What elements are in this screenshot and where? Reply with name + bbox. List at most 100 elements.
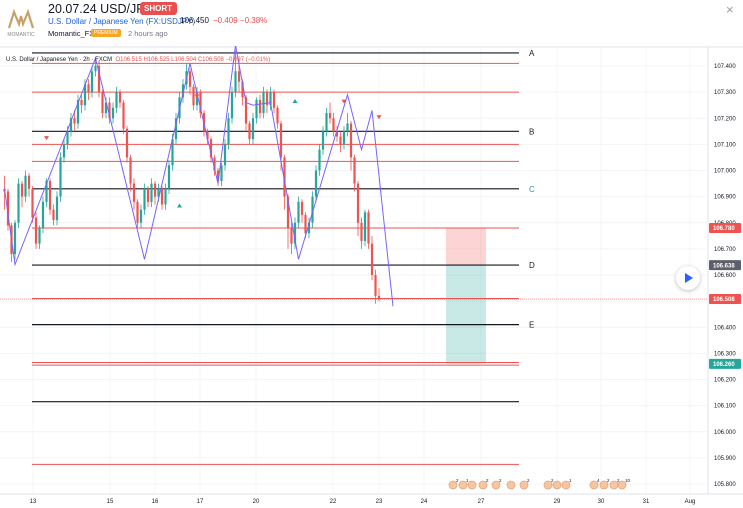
candle-body bbox=[311, 196, 314, 223]
time-tick-label: 23 bbox=[376, 499, 383, 505]
candle-body bbox=[283, 157, 286, 197]
level-label-e: E bbox=[529, 321, 534, 330]
price-tick-label: 107.300 bbox=[714, 90, 736, 96]
economic-event-icon[interactable] bbox=[543, 480, 553, 490]
close-icon[interactable]: × bbox=[726, 2, 734, 17]
candle-body bbox=[230, 92, 234, 119]
sell-marker bbox=[44, 136, 49, 141]
candle-body bbox=[227, 118, 230, 145]
idea-title: 20.07.24 USD/JPY bbox=[48, 2, 153, 16]
candle-body bbox=[213, 157, 216, 171]
economic-event-icon[interactable] bbox=[467, 480, 477, 490]
candle-body bbox=[139, 209, 143, 223]
economic-event-icon[interactable] bbox=[561, 480, 571, 490]
candle-body bbox=[27, 175, 31, 189]
economic-event-count: 2 bbox=[486, 478, 489, 483]
candle-body bbox=[90, 71, 94, 93]
candle-body bbox=[55, 196, 59, 221]
level-label-c: C bbox=[529, 185, 535, 194]
price-tag bbox=[709, 222, 741, 233]
economic-event-icon[interactable] bbox=[552, 480, 562, 490]
price-change: −0.409 −0.38% bbox=[213, 16, 268, 25]
time-tick-label: 30 bbox=[598, 499, 605, 505]
stop-loss-zone bbox=[446, 227, 486, 266]
candle-body bbox=[353, 157, 356, 184]
economic-event-icon[interactable] bbox=[599, 480, 609, 490]
candle-body bbox=[132, 183, 136, 202]
candle-body bbox=[290, 227, 293, 244]
candle-body bbox=[258, 99, 262, 114]
economic-event-icon[interactable] bbox=[519, 480, 529, 490]
zigzag-pattern bbox=[4, 46, 394, 307]
economic-event-count: 2 bbox=[551, 478, 554, 483]
economic-event-icon[interactable] bbox=[491, 480, 501, 490]
candle-body bbox=[181, 84, 185, 98]
candle-body bbox=[244, 97, 248, 124]
candle-body bbox=[73, 118, 76, 124]
candle-body bbox=[255, 99, 258, 119]
price-tag bbox=[709, 294, 741, 305]
chart-legend: U.S. Dollar / Japanese Yen · 2h · FXCM O… bbox=[6, 57, 271, 63]
candle-body bbox=[272, 92, 276, 108]
price-tick-label: 106.300 bbox=[714, 351, 736, 357]
price-tag-label: 106.260 bbox=[713, 362, 735, 368]
candle-body bbox=[157, 188, 160, 197]
candle-body bbox=[129, 157, 132, 184]
candle-body bbox=[370, 243, 374, 275]
candle-body bbox=[188, 71, 192, 87]
play-button[interactable] bbox=[676, 266, 700, 290]
candle-body bbox=[164, 188, 167, 205]
author-link[interactable]: Momantic_FX bbox=[48, 29, 95, 38]
candle-body bbox=[160, 188, 164, 205]
time-tick-label: 17 bbox=[197, 499, 204, 505]
candle-body bbox=[307, 222, 311, 234]
symbol-link[interactable]: U.S. Dollar / Japanese Yen (FX:USDJPY) bbox=[48, 17, 196, 26]
candle-body bbox=[76, 99, 80, 124]
chart-ohlc: O106.515 H106.525 L106.504 C106.508 −0.0… bbox=[115, 57, 271, 63]
candle-body bbox=[304, 214, 307, 234]
candle-body bbox=[286, 196, 290, 228]
candle-body bbox=[346, 123, 349, 132]
candle-body bbox=[150, 183, 153, 202]
candle-body bbox=[192, 86, 195, 106]
candle-body bbox=[174, 118, 178, 140]
candle-body bbox=[136, 201, 139, 223]
time-tick-label: 31 bbox=[643, 499, 650, 505]
price-tag bbox=[709, 260, 741, 271]
candle-body bbox=[321, 131, 325, 150]
candle-body bbox=[87, 84, 90, 93]
candle-body bbox=[199, 92, 202, 114]
economic-event-icon[interactable] bbox=[506, 480, 516, 490]
chart-area[interactable]: A B C D E 107.400 107.300 107.200 107.100 107.00… bbox=[0, 46, 743, 508]
candle-body bbox=[101, 92, 104, 114]
economic-event-icon[interactable] bbox=[478, 480, 488, 490]
candle-body bbox=[62, 144, 66, 158]
economic-event-count: 1 bbox=[569, 478, 572, 483]
candle-body bbox=[209, 139, 213, 158]
price-tag-label: 106.780 bbox=[713, 226, 735, 232]
candle-body bbox=[38, 227, 41, 244]
chart-symbol-name: U.S. Dollar / Japanese Yen bbox=[6, 57, 78, 63]
time-tick-label: 24 bbox=[421, 499, 428, 505]
economic-event-icon[interactable] bbox=[617, 480, 627, 490]
premium-badge: PREMIUM bbox=[91, 29, 121, 37]
take-profit-zone bbox=[446, 265, 486, 364]
economic-event-icon[interactable] bbox=[458, 480, 468, 490]
candle-body bbox=[94, 66, 97, 72]
candle-body bbox=[206, 131, 209, 140]
economic-event-icon[interactable] bbox=[589, 480, 599, 490]
candle-body bbox=[20, 183, 24, 197]
economic-event-icon[interactable] bbox=[448, 480, 458, 490]
candle-body bbox=[332, 118, 335, 132]
candle-body bbox=[13, 222, 17, 255]
candle-body bbox=[335, 131, 339, 137]
chart-source: FXCM bbox=[95, 57, 113, 63]
candle-body bbox=[269, 92, 272, 106]
time-tick-label: 13 bbox=[30, 499, 37, 505]
candle-body bbox=[342, 131, 346, 145]
sell-marker bbox=[194, 94, 200, 99]
level-label-a: A bbox=[529, 49, 535, 58]
price-tick-label: 106.100 bbox=[714, 404, 736, 410]
price-tick-label: 106.700 bbox=[714, 247, 736, 253]
chart-timeframe: 2h bbox=[83, 57, 90, 63]
